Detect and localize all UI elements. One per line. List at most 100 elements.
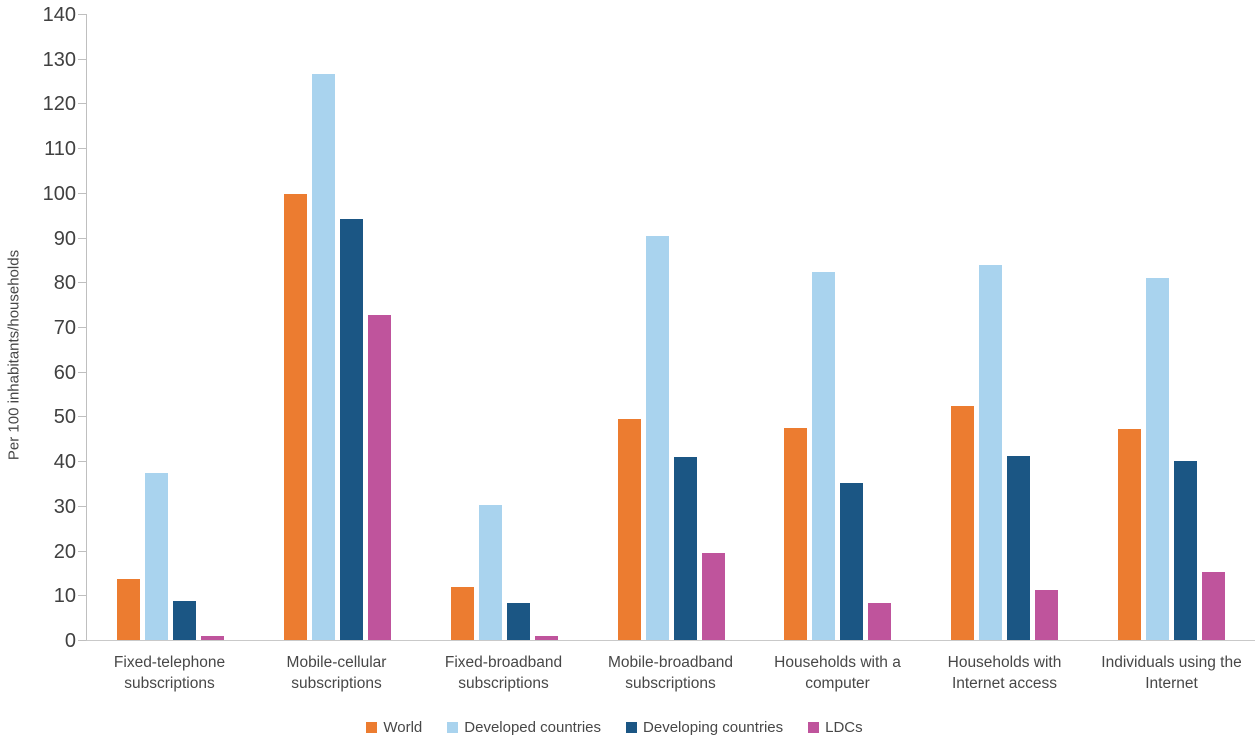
bar-developed-countries: [812, 272, 836, 640]
y-tick-mark: [78, 461, 86, 463]
y-tick-label: 70: [53, 317, 76, 339]
y-tick-mark: [78, 416, 86, 418]
y-tick-label: 140: [42, 4, 76, 26]
y-tick-mark: [78, 327, 86, 328]
y-tick-label: 80: [53, 272, 76, 295]
bar-ldcs: [367, 315, 391, 640]
chart-main: 0 10 20 30 40 50 60 70 80 90 100 110 120 130 140 Fixed…: [28, 5, 1255, 736]
bar-developed-countries: [478, 505, 502, 640]
bar-group: [87, 14, 254, 640]
x-category-label: Mobile-cellular subscriptions: [253, 652, 420, 694]
bar-group: [754, 14, 921, 640]
bar-groups: [87, 14, 1255, 640]
bar-developing-countries: [1174, 460, 1198, 640]
bar-world: [1118, 429, 1142, 640]
y-tick-mark: [78, 148, 86, 150]
bar-ldcs: [200, 636, 224, 640]
x-category-label: Households with Internet access: [921, 652, 1088, 694]
y-tick-label: 120: [42, 93, 76, 116]
bar-group: [588, 14, 755, 640]
legend-item-developing-countries: Developing countries: [626, 719, 783, 736]
bar-group: [254, 14, 421, 640]
y-tick-mark: [78, 505, 86, 507]
x-category-label-text: Mobile-broadband subscriptions: [608, 654, 733, 692]
legend-swatch-icon: [808, 722, 820, 733]
x-category-label-text: Fixed-telephone subscriptions: [113, 654, 226, 692]
y-tick-label: 90: [53, 227, 76, 250]
bar-world: [784, 428, 808, 640]
y-tick-label: 30: [53, 495, 76, 518]
bar-ldcs: [868, 603, 892, 640]
x-category-label-text: Fixed-broadband subscriptions: [444, 654, 563, 692]
y-tick-mark: [78, 550, 86, 552]
bar-developed-countries: [645, 236, 669, 640]
x-category-label: Mobile-broadband subscriptions: [587, 652, 754, 694]
bar-ldcs: [1035, 590, 1059, 640]
legend-swatch-icon: [626, 722, 638, 733]
y-tick-mark: [78, 58, 86, 60]
legend-label: LDCs: [825, 719, 863, 736]
bar-developing-countries: [673, 457, 697, 640]
y-tick-mark: [78, 237, 86, 239]
x-category-label-text: Households with a computer: [774, 654, 901, 692]
y-tick-mark: [78, 103, 86, 105]
y-tick-label: 60: [53, 361, 76, 384]
bar-developed-countries: [979, 265, 1003, 640]
legend-item-developed-countries: Developed countries: [447, 719, 601, 736]
plot-row: 0 10 20 30 40 50 60 70 80 90 100 110 120 130 140: [28, 5, 1255, 651]
bar-developing-countries: [172, 600, 196, 640]
y-tick-label: 50: [53, 406, 76, 429]
x-category-label-text: Mobile-cellular subscriptions: [286, 654, 387, 692]
x-category-label: Households with a computer: [754, 652, 921, 694]
x-category-label: Fixed-broadband subscriptions: [420, 652, 587, 694]
bar-developing-countries: [339, 219, 363, 640]
y-tick-label: 10: [53, 585, 76, 608]
legend-label: Developing countries: [643, 719, 784, 736]
x-category-label-text: Individuals using the Internet: [1101, 654, 1242, 692]
legend-item-ldcs: LDCs: [808, 719, 863, 736]
bar-developed-countries: [311, 73, 335, 640]
plot-area: [86, 14, 1255, 641]
y-tick-mark: [78, 14, 86, 15]
bar-group: [921, 14, 1088, 640]
x-axis-labels: Fixed-telephone subscriptions Mobile-cell…: [86, 652, 1255, 694]
legend-label: Developed countries: [464, 719, 602, 736]
bar-world: [450, 586, 474, 640]
y-tick-mark: [78, 640, 86, 641]
bar-developed-countries: [144, 472, 168, 640]
legend-label: World: [383, 719, 423, 736]
bar-developed-countries: [1146, 277, 1170, 640]
y-tick-mark: [78, 282, 86, 284]
y-tick-label: 110: [44, 138, 76, 161]
legend: World Developed countries Developing count…: [1, 719, 1228, 736]
y-axis: 0 10 20 30 40 50 60 70 80 90 100 110 120 130 140: [28, 5, 86, 651]
x-category-label: Individuals using the Internet: [1088, 652, 1255, 694]
x-category-label: Fixed-telephone subscriptions: [86, 652, 253, 694]
bar-world: [283, 194, 307, 640]
legend-item-world: World: [366, 719, 422, 736]
bar-group: [421, 14, 588, 640]
bar-world: [116, 579, 140, 640]
y-axis-title: Per 100 inhabitants/households: [5, 249, 23, 461]
y-tick-label: 40: [53, 451, 76, 474]
bar-developing-countries: [506, 603, 530, 640]
bar-ldcs: [1202, 572, 1226, 640]
bar-world: [951, 406, 975, 640]
y-tick-label: 100: [42, 182, 76, 205]
bar-world: [617, 419, 641, 640]
y-tick-label: 130: [42, 48, 76, 71]
y-tick-label: 20: [53, 540, 76, 563]
legend-swatch-icon: [366, 722, 378, 733]
y-tick-label: 0: [64, 630, 76, 652]
bar-ldcs: [701, 553, 725, 640]
y-tick-mark: [78, 371, 86, 373]
y-tick-mark: [78, 595, 86, 597]
x-category-label-text: Households with Internet access: [947, 654, 1062, 692]
bar-group: [1088, 14, 1255, 640]
legend-swatch-icon: [447, 722, 459, 733]
bar-developing-countries: [840, 482, 864, 640]
bar-developing-countries: [1007, 456, 1031, 640]
bar-ldcs: [534, 636, 558, 640]
y-tick-mark: [78, 192, 86, 194]
